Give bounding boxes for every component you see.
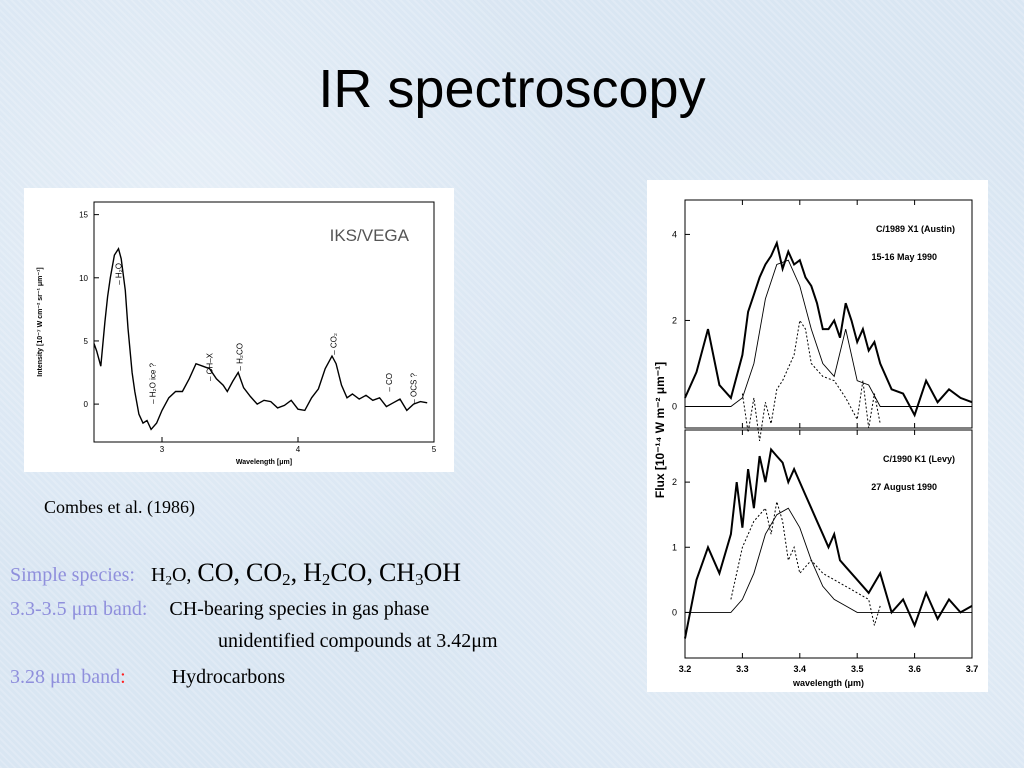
- annotation-label: – CO: [385, 373, 394, 392]
- x-tick-label: 3.3: [736, 664, 749, 674]
- annotation-label: – H₂CO: [236, 343, 245, 371]
- x-tick-label: 3.4: [794, 664, 807, 674]
- panel-date: 27 August 1990: [871, 482, 937, 492]
- species-item: CO,: [197, 558, 241, 587]
- panel-date: 15-16 May 1990: [871, 252, 937, 262]
- panel-frame: [684, 429, 973, 659]
- unidentified-line: unidentified compounds at 3.42μm: [218, 630, 498, 653]
- y-axis-label: Intensity [10⁻⁷ W cm⁻² sr⁻¹ μm⁻¹]: [37, 267, 44, 376]
- overlay-text: IKS/VEGA: [330, 226, 410, 245]
- panel-label: C/1989 X1 (Austin): [876, 224, 955, 234]
- band-328-value: Hydrocarbons: [171, 666, 286, 688]
- y-tick-label: 0: [672, 401, 677, 411]
- y-axis-label: Flux [10⁻¹⁴ W m⁻² μm⁻¹]: [653, 362, 667, 498]
- y-tick-label: 5: [84, 337, 89, 346]
- panel-frame: [684, 199, 973, 429]
- y-tick-label: 1: [672, 542, 677, 552]
- species-item: CO2,: [246, 558, 298, 590]
- band-328-colon: :: [120, 666, 126, 688]
- x-axis-label: Wavelength [μm]: [236, 459, 292, 466]
- y-tick-label: 0: [84, 400, 89, 409]
- x-tick-label: 3.2: [679, 664, 692, 674]
- y-tick-label: 15: [79, 211, 88, 220]
- iks-vega-spectrum-chart: 0 5 10 15 3 4 5 Wavelength [μm] Intensity [10⁻⁷ …: [37, 201, 437, 466]
- band-33-35-label: 3.3-3.5 μm band:: [10, 598, 148, 620]
- band-33-35-line: 3.3-3.5 μm band: CH-bearing species in g…: [10, 598, 429, 621]
- x-tick-label: 3.7: [966, 664, 979, 674]
- simple-species-line: Simple species: H2O, CO, CO2, H2CO, CH3OH: [10, 558, 461, 588]
- species-item: CH3OH: [378, 558, 462, 590]
- x-tick-label: 3: [160, 445, 165, 454]
- plot-frame: [93, 201, 435, 443]
- band-33-35-value: CH-bearing species in gas phase: [169, 598, 430, 620]
- y-tick-label: 4: [672, 229, 677, 239]
- unidentified-value: unidentified compounds at 3.42μm: [218, 630, 498, 652]
- figure-caption: Combes et al. (1986): [44, 497, 195, 517]
- species-item: H2CO,: [303, 558, 373, 590]
- series-observed: [684, 239, 973, 418]
- y-tick-label: 2: [672, 315, 677, 325]
- slide-title: IR spectroscopy: [318, 59, 706, 119]
- x-tick-label: 3.6: [908, 664, 921, 674]
- x-tick-label: 3.5: [851, 664, 864, 674]
- y-tick-label: 0: [672, 607, 677, 617]
- y-tick-label: 2: [672, 477, 677, 487]
- series-residual: [741, 319, 881, 441]
- species-item: H2O,: [150, 564, 192, 588]
- annotation-label: – CO₂: [329, 333, 338, 355]
- x-tick-label: 5: [432, 445, 437, 454]
- panel-label: C/1990 K1 (Levy): [883, 454, 955, 464]
- iks-vega-spectrum-panel: 0 5 10 15 3 4 5 Wavelength [μm] Intensity [10⁻⁷ …: [24, 188, 454, 472]
- spectrum-line: [93, 246, 428, 431]
- y-tick-label: 10: [79, 274, 88, 283]
- simple-species-label: Simple species:: [10, 564, 135, 586]
- x-axis-label: wavelength (μm): [792, 678, 864, 688]
- series-observed: [684, 447, 973, 639]
- annotation-label: – H₂O: [114, 263, 123, 285]
- band-328-line: 3.28 μm band: Hydrocarbons: [10, 666, 285, 689]
- x-tick-label: 4: [296, 445, 301, 454]
- annotation-label: – CH–X: [206, 352, 215, 381]
- annotation-label: – H₂O ice ?: [148, 362, 157, 403]
- series-model: [685, 507, 972, 613]
- species-list: H2O, CO, CO2, H2CO, CH3OH: [139, 558, 461, 588]
- band-328-label: 3.28 μm band: [10, 666, 121, 688]
- comet-spectra-panel: 0 2 4 C/1989 X1 (Austin) 15-16 May 1990 0 1 2 C/…: [647, 180, 988, 692]
- series-model: [685, 259, 972, 407]
- series-residual: [730, 501, 881, 626]
- annotation-label: – OCS ?: [410, 372, 419, 403]
- comet-spectra-chart: 0 2 4 C/1989 X1 (Austin) 15-16 May 1990 0 1 2 C/…: [653, 199, 979, 688]
